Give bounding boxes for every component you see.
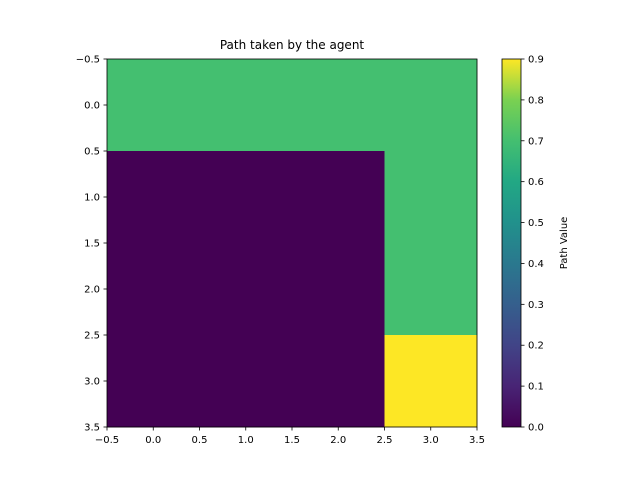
heatmap-cell — [292, 243, 385, 336]
heatmap-cell — [292, 335, 385, 428]
colorbar-tick-label: 0.7 — [528, 136, 544, 147]
colorbar-ticks: 0.0 0.1 0.2 0.3 0.4 0.5 0.6 0.7 0.8 0.9 — [521, 55, 544, 434]
y-tick-label: 1.0 — [84, 193, 100, 204]
colorbar-gradient — [501, 58, 522, 428]
colorbar-tick-label: 0.9 — [528, 55, 544, 66]
y-tick-label: 3.0 — [84, 377, 100, 388]
colorbar-tick-label: 0.5 — [528, 218, 544, 229]
axes: −0.5 0.0 0.5 1.0 1.5 2.0 2.5 3.0 3.5−0.50.00.51.… — [76, 55, 485, 447]
y-tick-label: 2.0 — [84, 285, 100, 296]
heatmap-cell — [384, 59, 478, 152]
x-tick-label: −0.5 — [95, 435, 119, 446]
y-tick-label: 3.5 — [84, 423, 100, 434]
colorbar-tick-label: 0.2 — [528, 341, 544, 352]
heatmap-cell — [292, 151, 385, 244]
x-tick-label: 0.0 — [145, 435, 161, 446]
heatmap-cell — [292, 59, 385, 152]
heatmap-cell — [384, 243, 478, 336]
heatmap-cell — [384, 151, 478, 244]
x-tick-label: 1.0 — [238, 435, 254, 446]
x-tick-label: 0.5 — [192, 435, 208, 446]
chart-title: Path taken by the agent — [220, 38, 365, 52]
heatmap-cell — [199, 335, 293, 428]
y-tick-label: 0.5 — [84, 147, 100, 158]
heatmap-cell — [199, 151, 293, 244]
y-tick-label: −0.5 — [76, 55, 100, 66]
colorbar-tick-label: 0.4 — [528, 259, 544, 270]
colorbar: 0.0 0.1 0.2 0.3 0.4 0.5 0.6 0.7 0.8 0.9 Path Valu… — [501, 55, 570, 434]
x-tick-label: 1.5 — [284, 435, 300, 446]
heatmap-cell — [384, 335, 478, 428]
heatmap-cells — [107, 59, 478, 428]
x-tick-label: 3.5 — [469, 435, 485, 446]
x-tick-label: 2.5 — [377, 435, 393, 446]
heatmap-cell — [107, 335, 200, 428]
y-tick-label: 2.5 — [84, 331, 100, 342]
colorbar-tick-label: 0.0 — [528, 423, 544, 434]
colorbar-label: Path Value — [559, 217, 570, 270]
colorbar-tick-label: 0.6 — [528, 177, 544, 188]
heatmap-cell — [199, 243, 293, 336]
y-tick-label: 1.5 — [84, 239, 100, 250]
x-tick-label: 3.0 — [423, 435, 439, 446]
heatmap-cell — [199, 59, 293, 152]
y-tick-label: 0.0 — [84, 101, 100, 112]
heatmap-cell — [107, 243, 200, 336]
heatmap-cell — [107, 59, 200, 152]
colorbar-tick-label: 0.3 — [528, 300, 544, 311]
colorbar-tick-label: 0.1 — [528, 382, 544, 393]
colorbar-tick-label: 0.8 — [528, 95, 544, 106]
heatmap-cell — [107, 151, 200, 244]
x-tick-label: 2.0 — [330, 435, 346, 446]
